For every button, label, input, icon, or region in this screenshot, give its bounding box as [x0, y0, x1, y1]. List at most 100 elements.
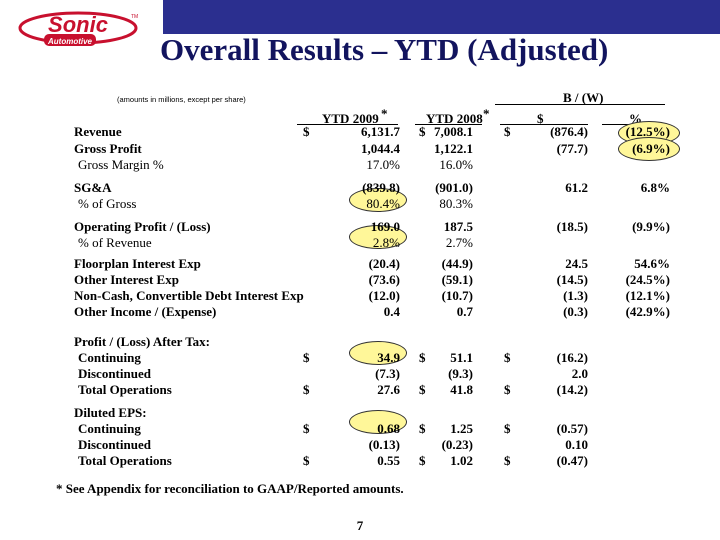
value-bw-pct: 54.6% [634, 256, 670, 271]
value-ytd2008: (44.9) [441, 256, 473, 271]
table-row: Total Operations $ $ $27.6 41.8 (14.2) [0, 382, 720, 398]
dollar-sign-2008: $ [419, 421, 426, 436]
highlight-gross-profit-pct [618, 137, 680, 161]
value-bw-pct: (9.9%) [632, 219, 670, 234]
value-ytd2009: (73.6) [368, 272, 400, 287]
value-ytd2008: (59.1) [441, 272, 473, 287]
value-ytd2009: 2.8% [372, 235, 400, 250]
dollar-sign-2009: $ [303, 350, 310, 365]
row-label: Gross Profit [74, 141, 142, 156]
table-row: Other Income / (Expense) 0.4 0.7 (0.3) (42.9… [0, 304, 720, 320]
value-ytd2009: (12.0) [368, 288, 400, 303]
value-ytd2009: (7.3) [375, 366, 400, 381]
dollar-sign-2008: $ [419, 124, 426, 139]
table-row: Gross Margin % 17.0% 16.0% [0, 157, 720, 173]
value-bw-pct: (6.9%) [632, 141, 670, 156]
row-label: Total Operations [78, 453, 172, 468]
value-bw-dollar: (876.4) [550, 124, 588, 139]
value-ytd2009: 27.6 [377, 382, 400, 397]
logo-sub-text: Automotive [47, 37, 93, 46]
bw-group-header: B / (W) [563, 90, 604, 105]
value-ytd2009: 80.4% [366, 196, 400, 211]
dollar-sign-bw: $ [504, 124, 511, 139]
table-row: % of Revenue 2.8% 2.7% [0, 235, 720, 251]
row-label: Continuing [78, 421, 141, 436]
row-label: SG&A [74, 180, 112, 195]
value-ytd2008: 1.02 [450, 453, 473, 468]
logo-tm: TM [131, 14, 138, 20]
bw-group-rule [495, 104, 665, 105]
table-row: Operating Profit / (Loss) 169.0 187.5 (18.5… [0, 219, 720, 235]
table-row: Continuing $ $ $34.9 51.1 (16.2) [0, 350, 720, 366]
value-ytd2008: 16.0% [439, 157, 473, 172]
value-ytd2009: 169.0 [370, 219, 400, 234]
value-ytd2009: 0.55 [377, 453, 400, 468]
logo-main-text: Sonic [48, 12, 108, 37]
col-header-ytd2008: YTD 2008 [426, 111, 483, 126]
row-label: Non-Cash, Convertible Debt Interest Exp [74, 288, 304, 303]
value-ytd2008: (901.0) [435, 180, 473, 195]
row-label: Other Income / (Expense) [74, 304, 217, 319]
table-row: Gross Profit 1,044.4 1,122.1 (77.7) (6.9%) [0, 141, 720, 157]
row-label: Profit / (Loss) After Tax: [74, 334, 211, 349]
value-bw-dollar: 61.2 [565, 180, 588, 195]
value-bw-dollar: (14.2) [556, 382, 588, 397]
table-row: Diluted EPS: [0, 405, 720, 421]
ytd2009-rule [297, 124, 398, 125]
value-bw-dollar: (0.3) [563, 304, 588, 319]
value-ytd2008: 1,122.1 [434, 141, 473, 156]
table-row: Discontinued (0.13) (0.23) 0.10 [0, 437, 720, 453]
value-bw-dollar: 24.5 [565, 256, 588, 271]
row-label: Revenue [74, 124, 122, 139]
row-label: Other Interest Exp [74, 272, 179, 287]
value-bw-dollar: (18.5) [556, 219, 588, 234]
dollar-sign-2009: $ [303, 124, 310, 139]
amounts-note: (amounts in millions, except per share) [117, 95, 246, 104]
table-row: Profit / (Loss) After Tax: [0, 334, 720, 350]
value-ytd2008: 187.5 [443, 219, 473, 234]
value-ytd2008: 1.25 [450, 421, 473, 436]
col-header-ytd2009-asterisk: * [381, 106, 388, 121]
row-label: % of Revenue [78, 235, 152, 250]
dollar-sign-2009: $ [303, 421, 310, 436]
value-ytd2008: (0.23) [441, 437, 473, 452]
col-header-ytd2009: YTD 2009 [322, 111, 379, 126]
ytd2008-rule [415, 124, 482, 125]
col-header-ytd2008-asterisk: * [483, 106, 490, 121]
value-ytd2008: 80.3% [439, 196, 473, 211]
dollar-sign-bw: $ [504, 382, 511, 397]
value-bw-dollar: 2.0 [571, 366, 588, 381]
value-bw-pct: (12.5%) [625, 124, 670, 139]
dollar-sign-2008: $ [419, 382, 426, 397]
highlight-continuing-profit [349, 341, 407, 365]
value-ytd2009: 0.4 [383, 304, 400, 319]
value-bw-dollar: (14.5) [556, 272, 588, 287]
value-bw-pct: (12.1%) [625, 288, 670, 303]
row-label: Discontinued [78, 366, 151, 381]
value-ytd2009: 1,044.4 [361, 141, 400, 156]
value-ytd2009: (0.13) [368, 437, 400, 452]
value-bw-pct: (24.5%) [625, 272, 670, 287]
row-label: Discontinued [78, 437, 151, 452]
value-bw-dollar: (16.2) [556, 350, 588, 365]
value-ytd2009: (839.8) [362, 180, 400, 195]
value-ytd2008: 41.8 [450, 382, 473, 397]
table-row: Other Interest Exp (73.6) (59.1) (14.5) (24.… [0, 272, 720, 288]
dollar-sign-bw: $ [504, 421, 511, 436]
value-ytd2009: 34.9 [377, 350, 400, 365]
highlight-pct-of-revenue [349, 225, 407, 249]
header-bar [163, 0, 720, 34]
row-label: Total Operations [78, 382, 172, 397]
row-label: Floorplan Interest Exp [74, 256, 201, 271]
row-label: Gross Margin % [78, 157, 164, 172]
dollar-sign-2008: $ [419, 453, 426, 468]
table-row: Total Operations $ $ $0.55 1.02 (0.47) [0, 453, 720, 469]
value-bw-pct: 6.8% [640, 180, 670, 195]
dollar-sign-2009: $ [303, 453, 310, 468]
table-row: Revenue $ $ $6,131.7 7,008.1 (876.4) (12.5%) [0, 124, 720, 140]
value-bw-dollar: (0.47) [556, 453, 588, 468]
col-header-dollar: $ [537, 111, 544, 126]
value-bw-dollar: (0.57) [556, 421, 588, 436]
value-bw-dollar: (77.7) [556, 141, 588, 156]
value-bw-dollar: (1.3) [563, 288, 588, 303]
